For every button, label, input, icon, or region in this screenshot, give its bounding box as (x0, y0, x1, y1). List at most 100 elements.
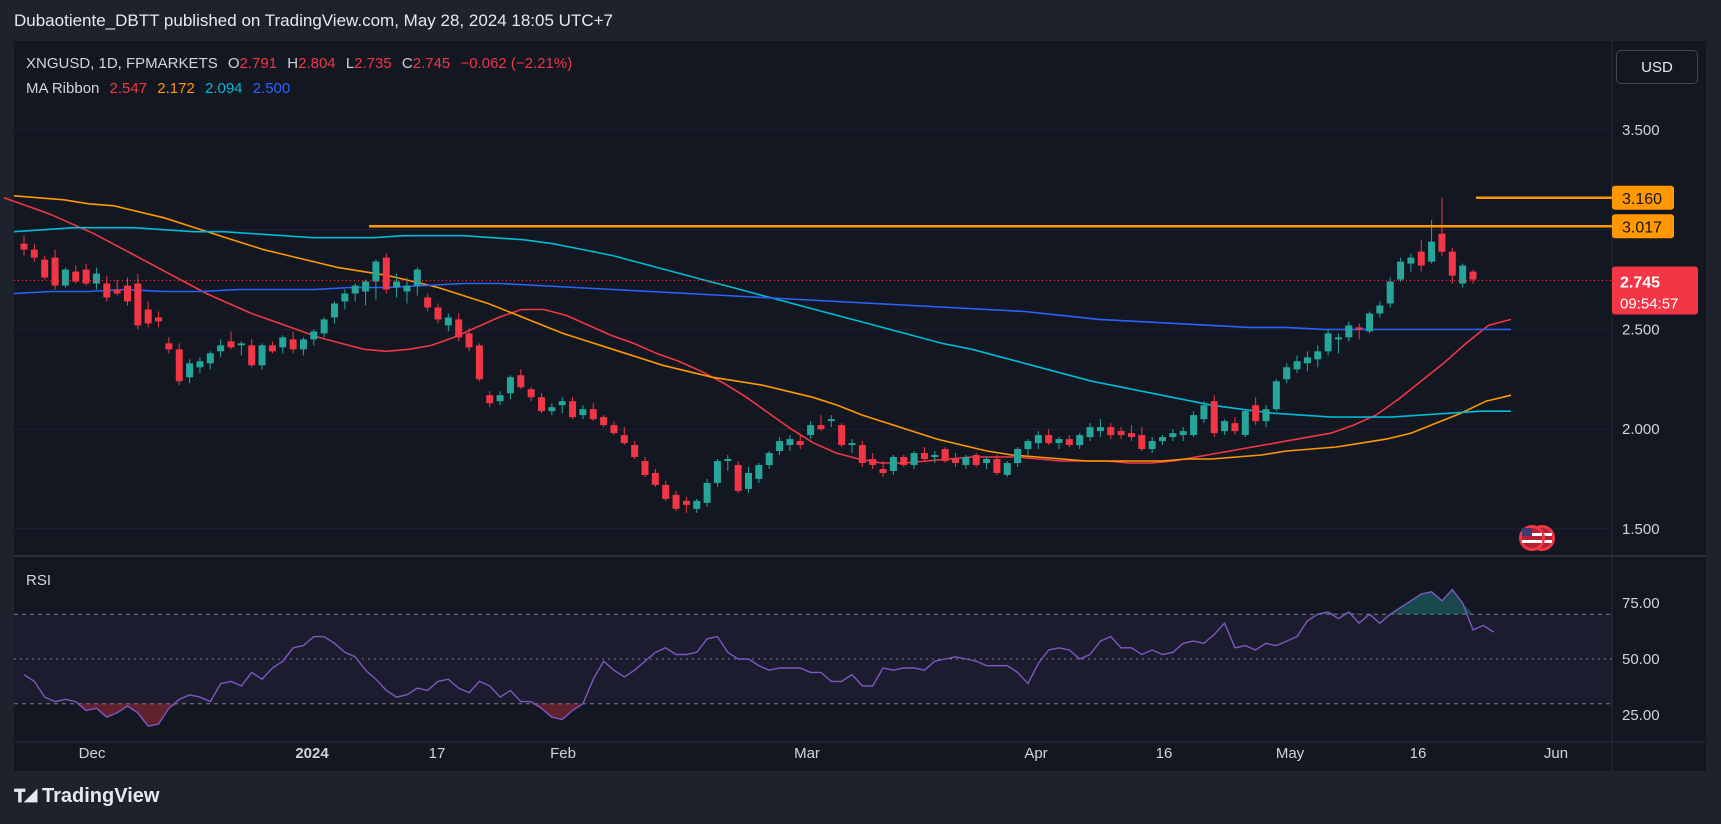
candle[interactable] (434, 303, 442, 324)
candle[interactable] (486, 391, 494, 408)
candle[interactable] (703, 478, 711, 507)
candle[interactable] (61, 267, 69, 288)
candle[interactable] (237, 341, 245, 356)
candle[interactable] (144, 301, 152, 328)
candle[interactable] (496, 391, 504, 406)
candle[interactable] (103, 275, 111, 302)
candle[interactable] (1272, 379, 1280, 412)
candle[interactable] (1076, 433, 1084, 450)
last-price-tag[interactable] (1612, 266, 1698, 315)
candle[interactable] (1262, 405, 1270, 428)
candle[interactable] (724, 455, 732, 471)
candle[interactable] (196, 357, 204, 374)
candle[interactable] (1324, 329, 1332, 356)
candle[interactable] (82, 263, 90, 286)
candle[interactable] (1231, 417, 1239, 436)
candle[interactable] (962, 455, 970, 469)
candle[interactable] (372, 259, 380, 300)
candle[interactable] (279, 335, 287, 354)
candle[interactable] (1407, 253, 1415, 272)
candle[interactable] (331, 301, 338, 324)
candle[interactable] (51, 249, 59, 290)
candle[interactable] (1169, 429, 1177, 442)
candle[interactable] (610, 421, 618, 436)
candle[interactable] (72, 265, 80, 284)
candle[interactable] (92, 267, 100, 290)
candle[interactable] (589, 403, 597, 422)
candle[interactable] (1459, 263, 1467, 288)
candle[interactable] (993, 455, 1001, 475)
candle[interactable] (1397, 257, 1405, 282)
candle[interactable] (1293, 355, 1301, 374)
candle[interactable] (952, 453, 959, 467)
candle[interactable] (1366, 311, 1373, 334)
candle[interactable] (1065, 435, 1073, 448)
candle[interactable] (1190, 411, 1198, 438)
candle[interactable] (641, 457, 649, 477)
rsi-legend[interactable]: RSI (26, 572, 57, 589)
tradingview-logo[interactable]: 𝐓◢ TradingView (14, 785, 159, 808)
candle[interactable] (662, 480, 670, 501)
candle[interactable] (765, 451, 773, 469)
candle[interactable] (444, 313, 452, 332)
candle[interactable] (30, 243, 38, 262)
candle[interactable] (248, 339, 256, 368)
candle[interactable] (910, 451, 918, 469)
us-flag-icon[interactable] (1519, 525, 1545, 551)
candle[interactable] (258, 343, 266, 370)
candle[interactable] (20, 235, 28, 256)
candle[interactable] (713, 459, 721, 487)
candle[interactable] (341, 289, 349, 310)
candle[interactable] (1241, 409, 1249, 438)
candle[interactable] (538, 393, 545, 414)
candle[interactable] (858, 441, 866, 467)
candle[interactable] (165, 337, 173, 354)
candle[interactable] (1138, 427, 1146, 452)
candle[interactable] (1210, 395, 1218, 438)
candle[interactable] (579, 405, 587, 420)
candle[interactable] (1283, 363, 1291, 384)
currency-button[interactable]: USD (1616, 50, 1698, 84)
candle[interactable] (693, 498, 701, 513)
candle[interactable] (1086, 423, 1094, 442)
candle[interactable] (734, 461, 742, 493)
resistance-lines[interactable] (14, 196, 1612, 551)
candle[interactable] (217, 339, 225, 358)
candle[interactable] (972, 453, 980, 467)
resistance-level-tag[interactable] (1612, 214, 1674, 239)
candle[interactable] (672, 490, 680, 511)
candle[interactable] (889, 455, 897, 475)
candle[interactable] (1045, 429, 1053, 446)
symbol-label[interactable]: XNGUSD, 1D, FPMARKETS (26, 55, 218, 72)
candle[interactable] (393, 273, 401, 298)
candle[interactable] (310, 329, 318, 346)
candle[interactable] (289, 331, 297, 354)
candle[interactable] (1148, 437, 1156, 454)
candle[interactable] (1179, 427, 1187, 442)
candle[interactable] (1117, 427, 1125, 440)
candle[interactable] (651, 468, 659, 487)
candle[interactable] (569, 397, 577, 420)
candle[interactable] (745, 466, 752, 493)
candle[interactable] (424, 293, 432, 312)
candle[interactable] (827, 415, 835, 428)
candle[interactable] (124, 277, 131, 306)
candle[interactable] (1034, 431, 1042, 450)
candle[interactable] (1252, 397, 1260, 426)
candle[interactable] (755, 462, 763, 483)
candle[interactable] (558, 397, 566, 414)
candle[interactable] (620, 427, 628, 446)
candle[interactable] (1386, 277, 1394, 308)
candle[interactable] (382, 253, 390, 294)
chart-panel[interactable] (14, 41, 1706, 771)
candle[interactable] (941, 447, 949, 463)
candle[interactable] (227, 331, 235, 350)
candle[interactable] (838, 423, 846, 448)
ma-ribbon-legend[interactable]: MA Ribbon 2.547 2.172 2.094 2.500 (26, 80, 296, 97)
candle[interactable] (1014, 447, 1022, 467)
candle[interactable] (796, 435, 804, 450)
candle[interactable] (465, 327, 473, 352)
candle[interactable] (869, 453, 877, 469)
candle[interactable] (362, 279, 370, 306)
